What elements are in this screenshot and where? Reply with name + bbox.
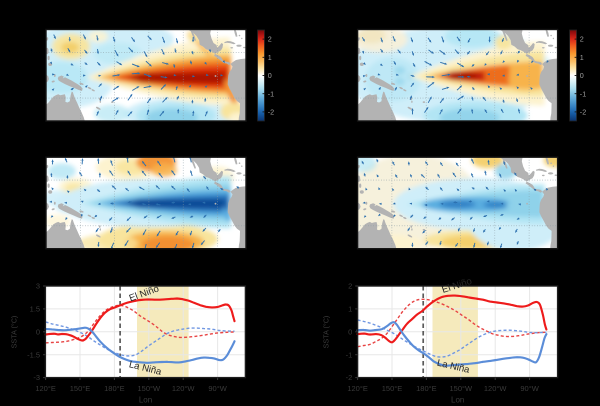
svg-text:120°W: 120°W <box>172 384 196 393</box>
svg-text:0: 0 <box>36 327 40 336</box>
svg-text:150°W: 150°W <box>450 384 474 393</box>
svg-text:-2: -2 <box>268 108 274 117</box>
svg-text:Lon: Lon <box>451 396 464 405</box>
svg-text:-1: -1 <box>346 350 353 359</box>
svg-text:120°E: 120°E <box>347 384 368 393</box>
svg-text:120°E: 120°E <box>35 384 56 393</box>
svg-text:1: 1 <box>580 53 584 62</box>
svg-text:2: 2 <box>580 35 584 44</box>
svg-text:-2: -2 <box>580 108 586 117</box>
svg-text:150°E: 150°E <box>382 384 403 393</box>
svg-text:120°W: 120°W <box>484 384 508 393</box>
svg-text:180°E: 180°E <box>416 384 437 393</box>
svg-text:-1: -1 <box>268 89 274 98</box>
svg-text:180°E: 180°E <box>104 384 125 393</box>
svg-text:0: 0 <box>268 71 272 80</box>
svg-text:1: 1 <box>348 305 352 314</box>
svg-text:90°W: 90°W <box>208 384 227 393</box>
svg-text:0: 0 <box>348 327 352 336</box>
svg-text:-1: -1 <box>580 89 586 98</box>
svg-text:SSTA (°C): SSTA (°C) <box>10 316 19 349</box>
svg-text:0: 0 <box>580 71 584 80</box>
svg-text:150°W: 150°W <box>138 384 162 393</box>
svg-text:SSTA (°C): SSTA (°C) <box>322 316 331 349</box>
svg-text:Lon: Lon <box>139 396 152 405</box>
svg-text:90°W: 90°W <box>520 384 539 393</box>
svg-text:-1.5: -1.5 <box>27 350 40 359</box>
svg-text:150°E: 150°E <box>70 384 91 393</box>
svg-text:1.5: 1.5 <box>30 305 40 314</box>
svg-text:1: 1 <box>268 53 272 62</box>
svg-text:2: 2 <box>348 282 352 291</box>
svg-text:-3: -3 <box>33 373 40 382</box>
svg-text:3: 3 <box>36 282 40 291</box>
svg-text:2: 2 <box>268 35 272 44</box>
svg-text:-2: -2 <box>346 373 353 382</box>
